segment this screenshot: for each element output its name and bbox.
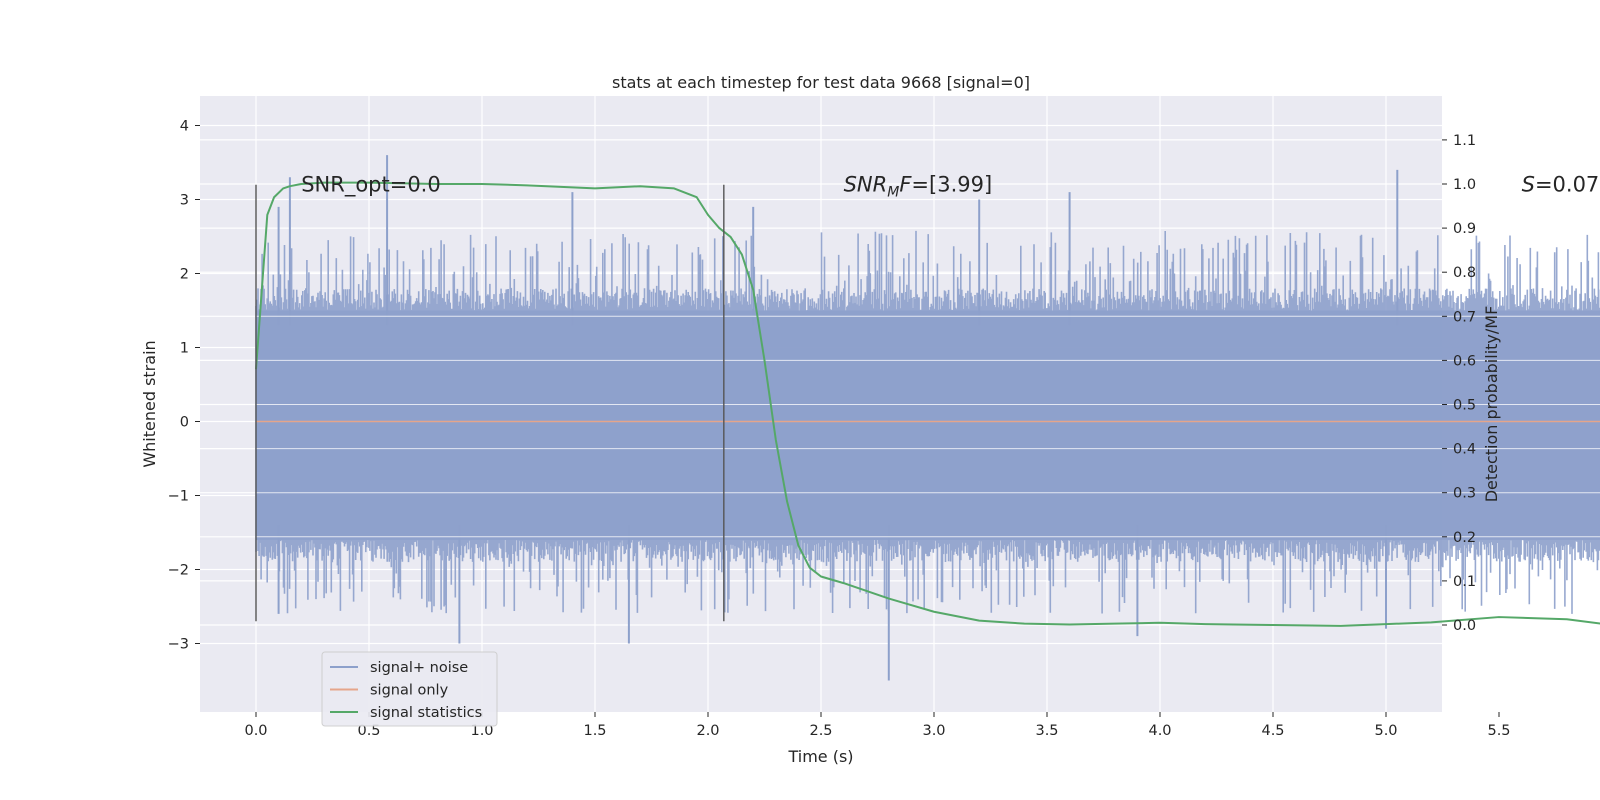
chart-title: stats at each timestep for test data 966… bbox=[612, 73, 1030, 92]
y-tick-label: −1 bbox=[168, 489, 189, 505]
y2-tick-label: 0.7 bbox=[1453, 309, 1476, 325]
x-tick-label: 2.0 bbox=[696, 723, 719, 739]
x-tick-label: 3.5 bbox=[1035, 723, 1058, 739]
x-axis-ticks: 0.00.51.01.52.02.53.03.54.04.55.05.56.06… bbox=[244, 712, 1511, 739]
y-axis-label: Whitened strain bbox=[140, 340, 159, 467]
annotation-text: S=0.07 bbox=[1522, 173, 1600, 197]
y-tick-label: 0 bbox=[180, 415, 189, 431]
x-tick-label: 0.0 bbox=[244, 723, 267, 739]
y2-tick-label: 1.0 bbox=[1453, 177, 1476, 193]
y2-axis-label: Detection probability/MF bbox=[1482, 306, 1501, 503]
legend-label: signal+ noise bbox=[370, 660, 468, 676]
line-series bbox=[255, 181, 1600, 627]
y2-tick-label: 0.8 bbox=[1453, 265, 1476, 281]
x-tick-label: 3.0 bbox=[922, 723, 945, 739]
y2-tick-label: 0.6 bbox=[1453, 353, 1476, 369]
x-tick-label: 5.0 bbox=[1374, 723, 1397, 739]
window-markers bbox=[255, 184, 725, 622]
y-axis-ticks: 4 3 2 1 0 −1 −2 −3 bbox=[168, 119, 200, 653]
y2-tick-label: 1.1 bbox=[1453, 133, 1476, 149]
x-tick-label: 5.5 bbox=[1487, 723, 1510, 739]
legend-box bbox=[321, 651, 498, 727]
y2-tick-label: 0.2 bbox=[1453, 530, 1476, 546]
x-tick-label: 4.5 bbox=[1261, 723, 1284, 739]
y2-tick-label: 0.5 bbox=[1453, 398, 1476, 414]
y2-tick-label: 0.0 bbox=[1453, 618, 1476, 634]
annotation-text: SNRMF=[3.99] bbox=[844, 173, 993, 201]
y-tick-label: −3 bbox=[168, 637, 189, 653]
y2-tick-label: 0.3 bbox=[1453, 486, 1476, 502]
y2-tick-label: 0.1 bbox=[1453, 574, 1476, 590]
y-tick-label: 3 bbox=[180, 193, 189, 209]
y-tick-label: 1 bbox=[180, 341, 189, 357]
x-tick-label: 4.0 bbox=[1148, 723, 1171, 739]
x-tick-label: 1.0 bbox=[470, 723, 493, 739]
annotation-text: SNR_opt=0.0 bbox=[301, 173, 441, 198]
signal-noise-series bbox=[255, 155, 1600, 681]
y2-tick-label: 0.4 bbox=[1453, 442, 1476, 458]
x-axis-label: Time (s) bbox=[787, 747, 853, 766]
signal-statistics-line bbox=[255, 181, 1600, 627]
y2-tick-label: 0.9 bbox=[1453, 221, 1476, 237]
y-tick-label: 2 bbox=[180, 267, 189, 283]
y2-axis-ticks: 1.1 1.0 0.9 0.8 0.7 0.6 0.5 0.4 0.3 0.2 0.1 0.0 bbox=[1442, 133, 1476, 634]
y-tick-label: 4 bbox=[180, 119, 189, 135]
x-tick-label: 0.5 bbox=[357, 723, 380, 739]
legend-label: signal only bbox=[370, 683, 449, 699]
legend-label: signal statistics bbox=[370, 705, 482, 721]
x-tick-label: 1.5 bbox=[583, 723, 606, 739]
legend: signal+ noise signal only signal statistic… bbox=[321, 651, 498, 727]
y-tick-label: −2 bbox=[168, 563, 189, 579]
x-tick-label: 2.5 bbox=[809, 723, 832, 739]
